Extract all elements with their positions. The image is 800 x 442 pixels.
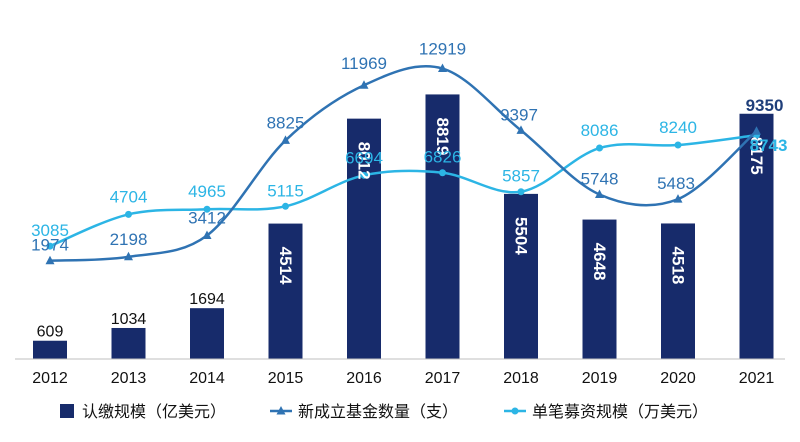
bar-2016	[347, 118, 381, 359]
new-funds-label-2017: 12919	[419, 40, 466, 59]
single-size-label-2016: 6694	[345, 148, 383, 167]
bar-2013	[111, 327, 146, 359]
x-tick-2012: 2012	[32, 370, 68, 387]
marker-new-funds-2017	[438, 63, 447, 73]
bar-value-label-2019: 4648	[590, 243, 609, 281]
x-tick-2019: 2019	[582, 370, 618, 387]
new-funds-label-2013: 2198	[110, 230, 148, 249]
marker-single-size-2019	[596, 144, 603, 152]
bar-2019	[582, 219, 617, 359]
marker-single-size-2012	[46, 242, 54, 250]
marker-single-size-2020	[674, 141, 682, 149]
new-funds-label-2019: 5748	[581, 169, 619, 188]
legend-label-subscribed-scale: 认缴规模（亿美元）	[82, 403, 226, 421]
x-tick-labels: 2012 2013 2014 2015 2016 2017 2018 2019 2020 2021	[32, 370, 774, 387]
single-size-label-2021: 8743	[750, 136, 788, 155]
bar-value-label-2013: 1034	[111, 311, 147, 328]
data-labels: 609 1034 1694 4514 8012 8819 5504 4648 4518 8175 1…	[31, 40, 787, 341]
x-tick-2020: 2020	[660, 370, 696, 387]
marker-new-funds-2012	[45, 255, 55, 265]
bar-value-label-2015: 4514	[276, 247, 295, 285]
marker-single-size-2015	[282, 202, 289, 210]
marker-single-size-2018	[517, 188, 525, 196]
x-tick-2016: 2016	[346, 370, 382, 387]
lines-layer	[45, 63, 761, 265]
marker-new-funds-2013	[124, 251, 133, 261]
single-size-label-2013: 4704	[110, 187, 148, 206]
bars-layer	[33, 94, 774, 360]
x-tick-2018: 2018	[503, 370, 539, 387]
x-tick-2021: 2021	[739, 370, 775, 387]
marker-new-funds-2016	[359, 80, 369, 89]
line-new-funds	[49, 64, 758, 262]
bar-value-label-2021: 8175	[747, 137, 766, 175]
marker-new-funds-2018	[516, 125, 526, 134]
marker-single-size-2014	[203, 205, 211, 213]
bar-2015	[268, 223, 303, 359]
bar-value-label-2016: 8012	[355, 142, 374, 180]
x-tick-2013: 2013	[111, 370, 147, 387]
marker-single-size-2013	[125, 210, 132, 218]
single-size-label-2015: 5115	[267, 181, 304, 200]
marker-new-funds-2021	[752, 126, 761, 135]
single-size-label-2019: 8086	[581, 121, 619, 140]
line-single-size	[49, 133, 757, 248]
single-size-label-2014: 4965	[188, 182, 226, 201]
marker-new-funds-2019	[595, 189, 604, 198]
bar-2020	[661, 223, 695, 359]
single-size-label-2018: 5857	[502, 167, 540, 186]
marker-single-size-2016	[360, 171, 368, 179]
new-funds-label-2014: 3412	[188, 208, 226, 227]
marker-new-funds-2014	[202, 230, 212, 239]
new-funds-label-2020: 5483	[657, 174, 695, 193]
legend-marker-new-funds	[276, 406, 286, 415]
marker-new-funds-2020	[673, 194, 683, 203]
single-size-label-2017: 6826	[424, 148, 462, 167]
new-funds-label-2015: 8825	[267, 113, 305, 132]
bar-value-label-2020: 4518	[669, 247, 688, 285]
legend: 认缴规模（亿美元） 新成立基金数量（支） 单笔募资规模（万美元）	[60, 403, 708, 421]
bar-2017	[425, 94, 460, 360]
single-size-label-2012: 3085	[31, 221, 69, 240]
new-funds-label-2016: 11969	[341, 54, 387, 73]
bar-2012	[33, 340, 67, 359]
bar-value-label-2018: 5504	[512, 217, 531, 255]
single-size-label-2020: 8240	[659, 118, 697, 137]
legend-marker-single-size	[511, 407, 519, 415]
legend-label-new-funds: 新成立基金数量（支）	[298, 403, 458, 421]
new-funds-label-2012: 1974	[31, 236, 69, 255]
bar-2014	[190, 308, 224, 359]
bar-value-label-2012: 609	[37, 324, 64, 341]
bar-2021	[739, 113, 774, 359]
x-tick-2014: 2014	[189, 370, 225, 387]
legend-label-single-size: 单笔募资规模（万美元）	[532, 403, 708, 421]
marker-single-size-2017	[439, 169, 446, 177]
x-tick-2017: 2017	[425, 370, 461, 387]
marker-new-funds-2015	[281, 135, 290, 144]
legend-swatch-subscribed-scale	[60, 404, 74, 418]
bar-value-label-2014: 1694	[189, 291, 225, 308]
new-funds-label-2018: 9397	[500, 105, 538, 124]
new-funds-label-2021: 9350	[746, 96, 784, 115]
bar-value-label-2017: 8819	[433, 118, 452, 156]
bar-2018	[504, 193, 538, 359]
x-tick-2015: 2015	[268, 370, 304, 387]
